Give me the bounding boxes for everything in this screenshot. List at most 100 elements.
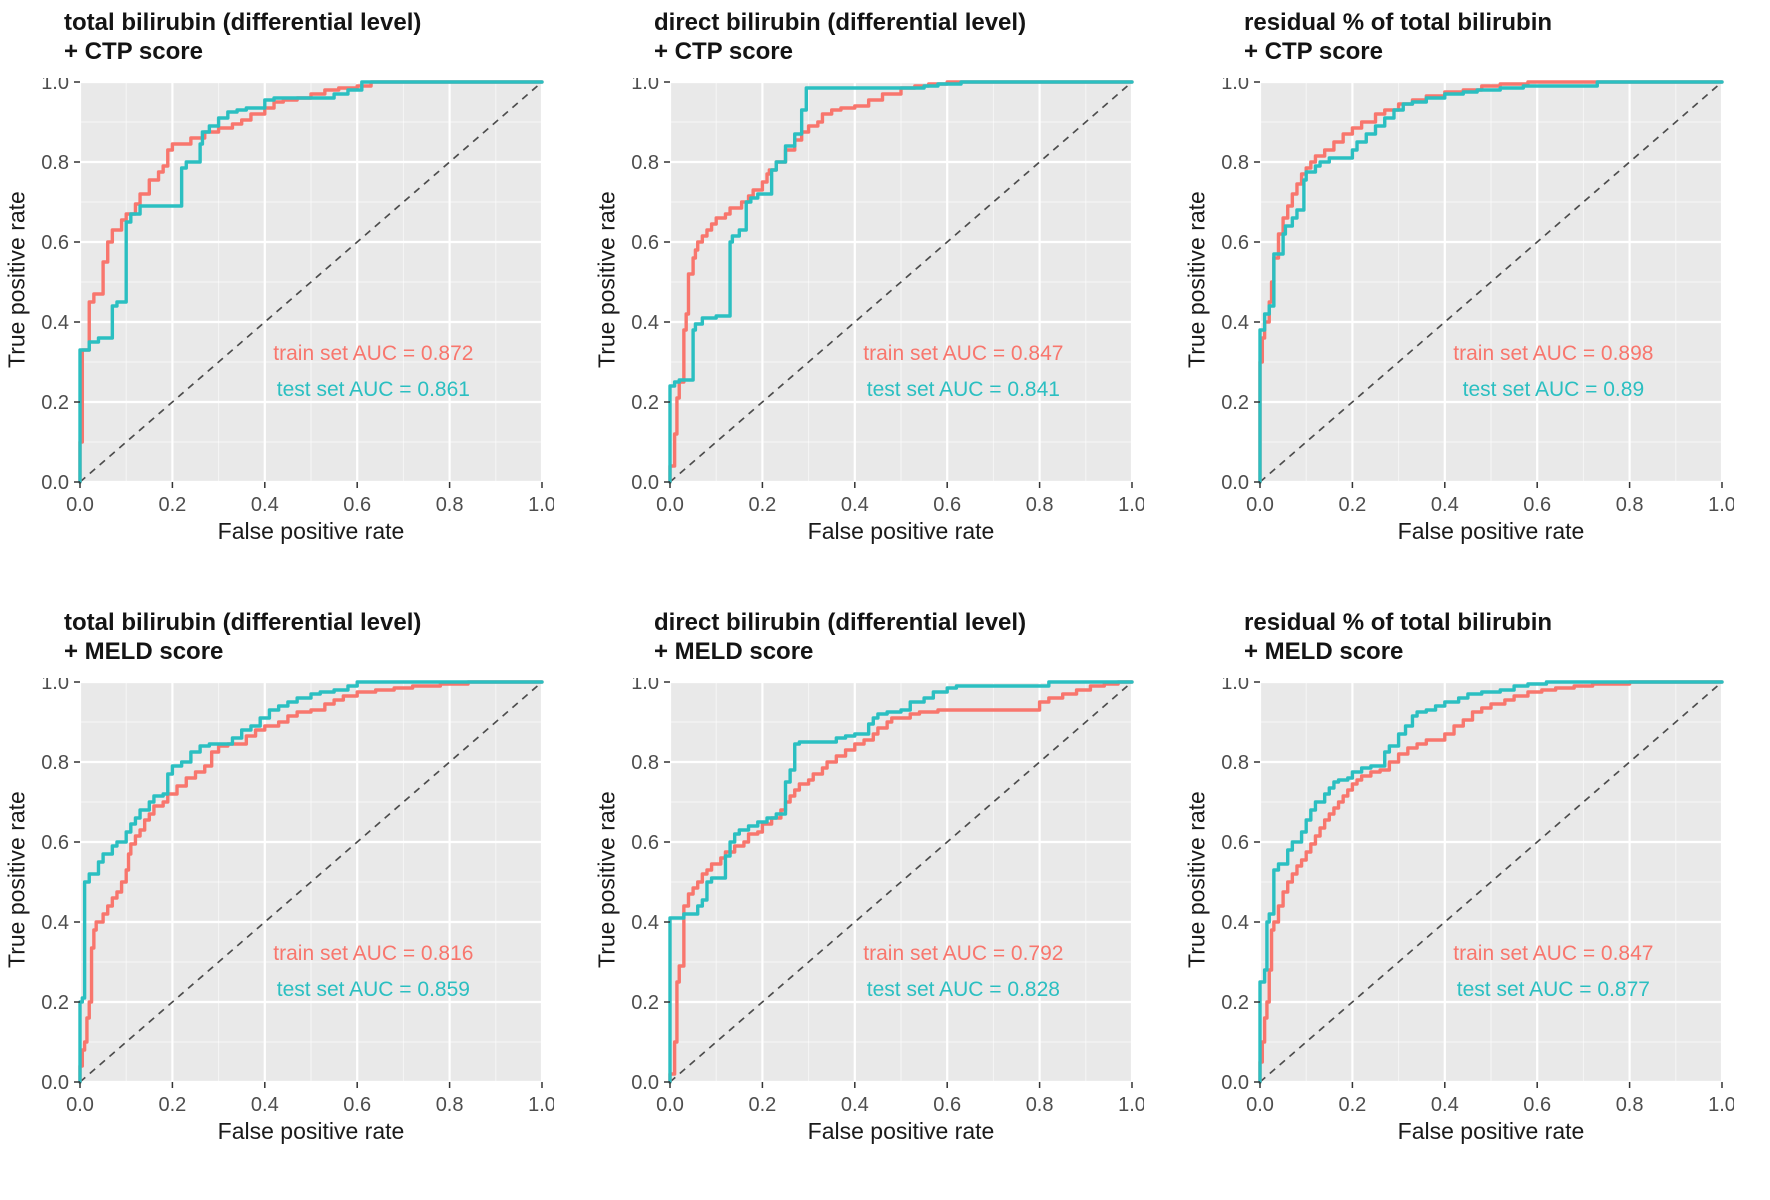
roc-chart: 0.00.0 0.2 0.2 0.4 0.4 0.6 0.6 0.8 0.8 1.0 1.0 trai… (1221, 78, 1734, 516)
x-tick-label: 0.2 (158, 494, 186, 516)
x-axis-label: False positive rate (1397, 518, 1585, 544)
y-tick-label: 0.2 (631, 392, 659, 414)
x-tick-label: 0.4 (251, 494, 279, 516)
panel-title: residual % of total bilirubin + CTP scor… (1180, 0, 1770, 78)
x-axis-label: False positive rate (217, 1118, 405, 1144)
y-tick-label: 0.2 (1221, 392, 1249, 414)
y-tick-label: 0.8 (1221, 752, 1249, 774)
test-roc-curve (78, 80, 544, 484)
x-tick-label: 0.0 (66, 1094, 94, 1116)
y-tick-label: 0.2 (631, 992, 659, 1014)
roc-panel-total-bilirubin-ctp: total bilirubin (differential level) + C… (0, 0, 590, 600)
roc-panel-direct-bilirubin-ctp: direct bilirubin (differential level) + … (590, 0, 1180, 600)
x-tick-label: 0.0 (1246, 1094, 1274, 1116)
y-axis-label: True positive rate (593, 191, 620, 369)
y-axis-label: True positive rate (593, 791, 620, 969)
y-tick-label: 0.0 (1221, 1072, 1249, 1094)
x-tick-label: 0.6 (933, 1094, 961, 1116)
x-tick-label: 0.0 (1246, 494, 1274, 516)
y-tick-label: 1.0 (631, 78, 659, 94)
x-axis-label: False positive rate (807, 1118, 995, 1144)
y-tick-label: 0.8 (41, 752, 69, 774)
panel-title-line1: direct bilirubin (differential level) (654, 609, 1027, 636)
y-tick-label: 0.6 (41, 832, 69, 854)
panel-title-line2: + CTP score (654, 38, 793, 66)
y-tick-label: 0.0 (41, 1072, 69, 1094)
panel-title: total bilirubin (differential level) + M… (0, 600, 590, 678)
x-tick-label: 1.0 (528, 1094, 554, 1116)
x-tick-label: 0.8 (1616, 494, 1644, 516)
x-tick-label: 0.6 (1523, 1094, 1551, 1116)
roc-panel-residual-pct-ctp: residual % of total bilirubin + CTP scor… (1180, 0, 1770, 600)
plot-row: True positive rate 0.0 0.0 0.2 0.2 0.4 0.4 0.6… (1180, 78, 1770, 518)
y-axis-label: True positive rate (3, 191, 30, 369)
y-tick-label: 0.6 (1221, 832, 1249, 854)
x-tick-label: 0.8 (436, 1094, 464, 1116)
y-tick-label: 0.4 (631, 312, 659, 334)
panel-title: direct bilirubin (differential level) + … (590, 600, 1180, 678)
panel-title-line2: + MELD score (1244, 638, 1404, 666)
panel-title: total bilirubin (differential level) + C… (0, 0, 590, 78)
roc-chart: 0.00.0 0.2 0.2 0.4 0.4 0.6 0.6 0.8 0.8 1.0 1.0 trai… (41, 78, 554, 516)
plot-row: True positive rate 0.0 0.0 0.2 0.2 0.4 0.4 0.6… (0, 678, 590, 1118)
plot-row: True positive rate 0.0 0.0 0.2 0.2 0.4 0.4 0.6… (0, 78, 590, 518)
y-tick-label: 0.4 (631, 912, 659, 934)
x-axis-label: False positive rate (1397, 1118, 1585, 1144)
panel-title-line1: total bilirubin (differential level) (64, 609, 422, 636)
test-auc-annotation: test set AUC = 0.828 (867, 978, 1060, 1001)
roc-panel-direct-bilirubin-meld: direct bilirubin (differential level) + … (590, 600, 1180, 1200)
y-tick-label: 0.6 (1221, 232, 1249, 254)
y-tick-label: 1.0 (631, 678, 659, 694)
x-tick-label: 1.0 (1118, 494, 1144, 516)
x-tick-label: 0.2 (748, 494, 776, 516)
x-tick-label: 0.6 (1523, 494, 1551, 516)
test-auc-annotation: test set AUC = 0.859 (277, 978, 470, 1001)
y-tick-label: 0.0 (41, 472, 69, 494)
train-roc-curve (668, 680, 1134, 1084)
test-auc-annotation: test set AUC = 0.877 (1457, 978, 1650, 1001)
y-tick-label: 0.8 (631, 152, 659, 174)
roc-panel-residual-pct-meld: residual % of total bilirubin + MELD sco… (1180, 600, 1770, 1200)
y-tick-label: 0.8 (1221, 152, 1249, 174)
test-roc-curve (668, 680, 1134, 1084)
train-roc-curve (1258, 680, 1724, 1084)
roc-chart: 0.00.0 0.2 0.2 0.4 0.4 0.6 0.6 0.8 0.8 1.0 1.0 trai… (631, 78, 1144, 516)
x-tick-label: 0.8 (1616, 1094, 1644, 1116)
diagonal-reference-line (669, 681, 1133, 1083)
y-tick-label: 0.2 (1221, 992, 1249, 1014)
train-roc-curve (668, 80, 1134, 484)
panel-title-line2: + MELD score (654, 638, 814, 666)
diagonal-reference-line (1259, 681, 1723, 1083)
y-axis-label: True positive rate (3, 791, 30, 969)
train-auc-annotation: train set AUC = 0.816 (273, 942, 473, 965)
roc-chart: 0.00.0 0.2 0.2 0.4 0.4 0.6 0.6 0.8 0.8 1.0 1.0 trai… (41, 678, 554, 1116)
plot-row: True positive rate 0.0 0.0 0.2 0.2 0.4 0.4 0.6… (590, 78, 1180, 518)
plot-row: True positive rate 0.0 0.0 0.2 0.2 0.4 0.4 0.6… (590, 678, 1180, 1118)
panel-title: residual % of total bilirubin + MELD sco… (1180, 600, 1770, 678)
x-tick-label: 0.4 (841, 494, 869, 516)
diagonal-reference-line (79, 681, 543, 1083)
y-tick-label: 0.8 (631, 752, 659, 774)
panel-title-line1: residual % of total bilirubin (1244, 609, 1553, 636)
x-tick-label: 0.8 (436, 494, 464, 516)
y-tick-label: 1.0 (41, 78, 69, 94)
y-tick-label: 0.2 (41, 992, 69, 1014)
roc-chart: 0.00.0 0.2 0.2 0.4 0.4 0.6 0.6 0.8 0.8 1.0 1.0 trai… (631, 678, 1144, 1116)
panel-title-line1: total bilirubin (differential level) (64, 9, 422, 36)
y-tick-label: 1.0 (41, 678, 69, 694)
x-tick-label: 0.2 (158, 1094, 186, 1116)
x-tick-label: 0.0 (66, 494, 94, 516)
y-tick-label: 1.0 (1221, 678, 1249, 694)
y-tick-label: 0.2 (41, 392, 69, 414)
y-tick-label: 0.8 (41, 152, 69, 174)
x-tick-label: 0.6 (343, 1094, 371, 1116)
panel-title: direct bilirubin (differential level) + … (590, 0, 1180, 78)
y-tick-label: 0.6 (631, 832, 659, 854)
y-tick-label: 1.0 (1221, 78, 1249, 94)
panel-title-line2: + CTP score (1244, 38, 1383, 66)
test-roc-curve (1258, 80, 1724, 484)
y-tick-label: 0.4 (1221, 312, 1249, 334)
roc-chart: 0.00.0 0.2 0.2 0.4 0.4 0.6 0.6 0.8 0.8 1.0 1.0 trai… (1221, 678, 1734, 1116)
x-tick-label: 0.6 (343, 494, 371, 516)
x-tick-label: 0.6 (933, 494, 961, 516)
